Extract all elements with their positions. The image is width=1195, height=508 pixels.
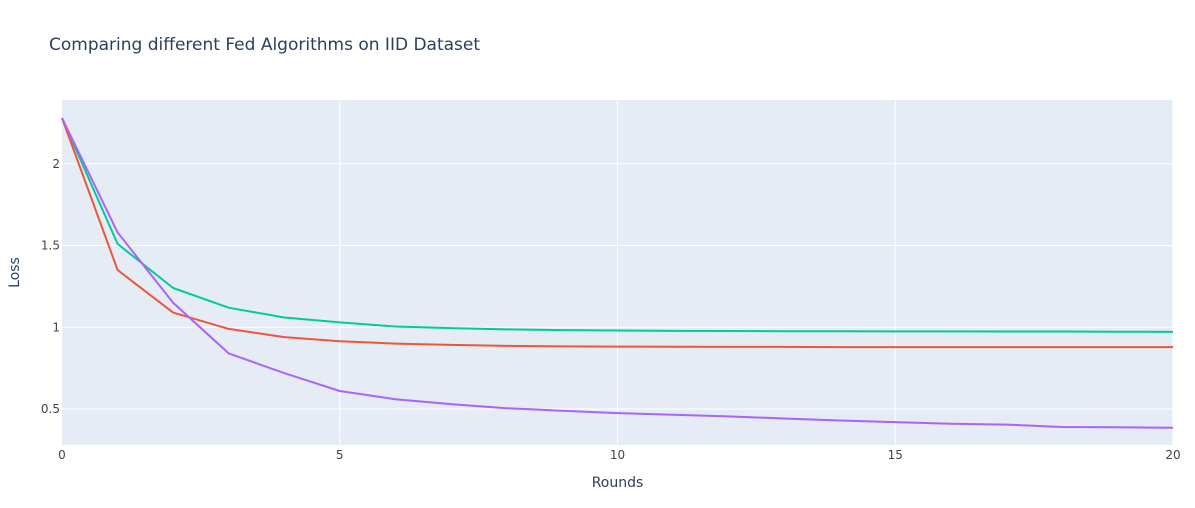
x-tick-label: 5	[336, 448, 344, 462]
y-tick-label: 1	[52, 320, 60, 334]
chart-title: Comparing different Fed Algorithms on II…	[49, 35, 480, 55]
y-tick-label: 2	[52, 157, 60, 171]
y-tick-label: 1.5	[41, 239, 60, 253]
x-axis-ticks: 0 5 10 15 20	[58, 448, 1180, 462]
x-axis-title: Rounds	[592, 475, 644, 491]
x-tick-label: 20	[1165, 448, 1180, 462]
x-tick-label: 0	[58, 448, 66, 462]
x-tick-label: 10	[610, 448, 625, 462]
y-axis-title: Loss	[7, 257, 23, 288]
y-axis-ticks: 0.5 1 1.5 2	[41, 157, 60, 416]
x-tick-label: 15	[888, 448, 903, 462]
y-tick-label: 0.5	[41, 402, 60, 416]
